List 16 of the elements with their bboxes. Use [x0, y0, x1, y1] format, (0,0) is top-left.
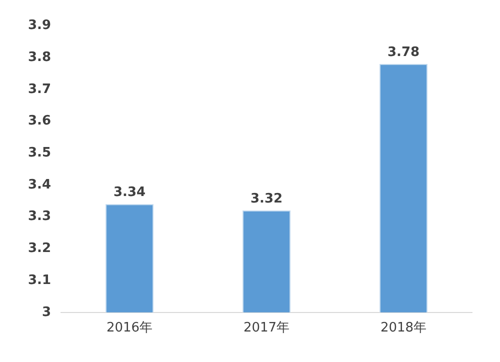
data-label: 3.32 — [250, 191, 283, 206]
data-label: 3.78 — [387, 44, 420, 60]
x-tick-label: 2018年 — [380, 320, 427, 336]
y-tick-label: 3.7 — [28, 82, 52, 97]
data-label: 3.34 — [113, 185, 146, 200]
y-tick-label: 3.2 — [28, 241, 52, 256]
y-tick-label: 3.1 — [28, 272, 52, 288]
x-tick-label: 2017年 — [243, 320, 290, 336]
y-tick-label: 3.4 — [28, 177, 52, 192]
y-tick-label: 3.5 — [28, 146, 52, 161]
y-tick-label: 3 — [42, 304, 52, 320]
y-tick-label: 3.3 — [28, 209, 52, 224]
y-tick-label: 3.9 — [28, 18, 52, 34]
y-tick-label: 3.6 — [28, 114, 52, 129]
y-tick-label: 3.8 — [28, 50, 52, 66]
x-tick-label: 2016年 — [106, 320, 153, 336]
